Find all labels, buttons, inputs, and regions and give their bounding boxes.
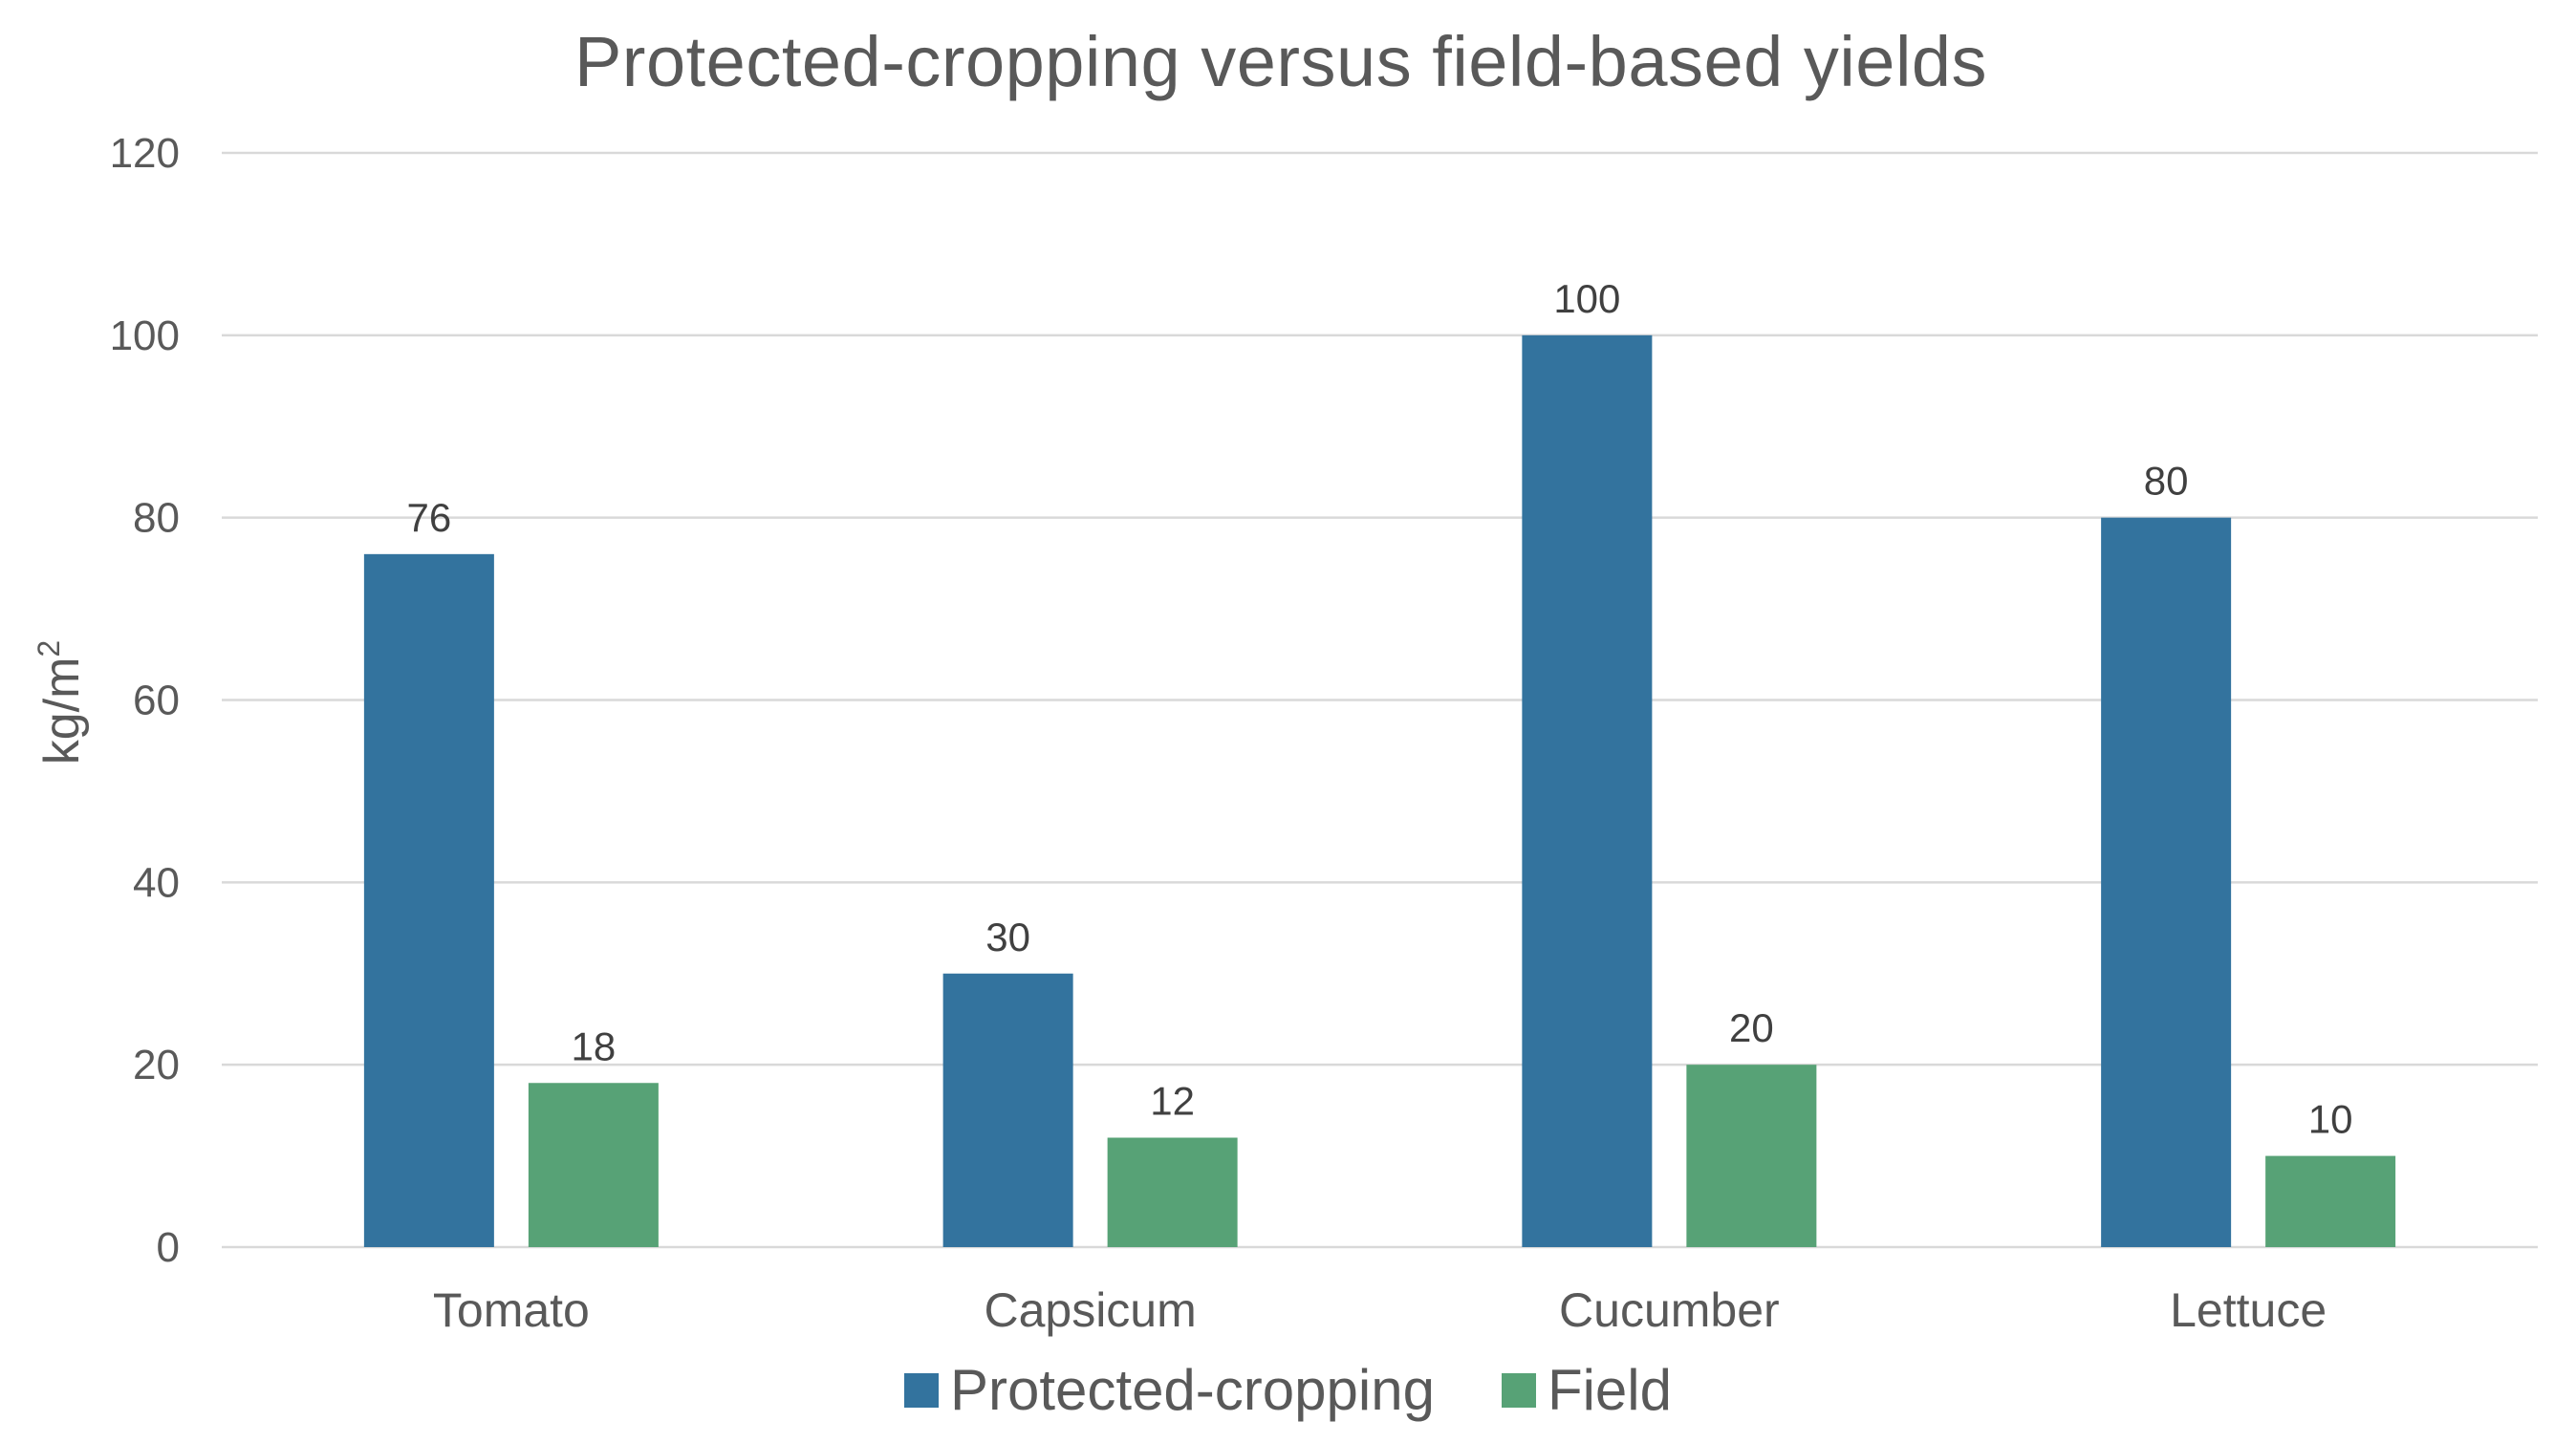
legend-item-protected-cropping: Protected-cropping — [903, 1357, 1435, 1423]
y-tick-label-60: 60 — [133, 678, 180, 724]
data-label-protected-cropping-tomato: 76 — [407, 495, 452, 540]
x-category-label-lettuce: Lettuce — [2170, 1283, 2327, 1337]
y-tick-label-20: 20 — [133, 1042, 180, 1088]
bar-field-tomato — [528, 1083, 659, 1247]
y-axis-ticks: 0 20 40 60 80 100 120 — [110, 130, 180, 1271]
y-axis-title: kg/m2 — [32, 640, 90, 765]
bar-field-lettuce — [2265, 1155, 2396, 1247]
y-tick-label-120: 120 — [110, 130, 180, 177]
data-label-protected-cropping-capsicum: 30 — [985, 915, 1030, 959]
legend-label-protected-cropping: Protected-cropping — [949, 1358, 1435, 1422]
legend: Protected-cropping Field — [0, 1357, 2576, 1423]
bar-protected-cropping-tomato — [363, 553, 494, 1247]
bar-protected-cropping-lettuce — [2101, 517, 2232, 1247]
bar-protected-cropping-capsicum — [942, 973, 1073, 1247]
x-category-label-capsicum: Capsicum — [984, 1283, 1196, 1337]
data-label-field-cucumber: 20 — [1729, 1005, 1774, 1050]
x-category-label-tomato: Tomato — [433, 1283, 590, 1337]
y-tick-label-100: 100 — [110, 312, 180, 359]
legend-label-field: Field — [1547, 1358, 1672, 1422]
x-category-label-cucumber: Cucumber — [1559, 1283, 1780, 1337]
bar-field-capsicum — [1107, 1137, 1238, 1247]
chart-title: Protected-cropping versus field-based yi… — [574, 22, 1988, 101]
bar-field-cucumber — [1686, 1065, 1817, 1247]
data-label-field-tomato: 18 — [572, 1023, 617, 1068]
legend-swatch-protected-cropping — [903, 1372, 939, 1408]
y-tick-label-80: 80 — [133, 495, 180, 542]
data-label-protected-cropping-lettuce: 80 — [2144, 459, 2189, 504]
bars — [363, 334, 2396, 1247]
data-label-field-capsicum: 12 — [1150, 1079, 1195, 1124]
y-tick-label-0: 0 — [157, 1224, 180, 1271]
x-axis-categories: Tomato Capsicum Cucumber Lettuce — [433, 1283, 2327, 1337]
data-label-field-lettuce: 10 — [2308, 1097, 2353, 1142]
data-label-protected-cropping-cucumber: 100 — [1553, 276, 1620, 321]
data-labels: 76 18 30 12 100 20 80 10 — [407, 276, 2353, 1142]
bar-protected-cropping-cucumber — [1522, 334, 1653, 1247]
y-tick-label-40: 40 — [133, 859, 180, 906]
legend-item-field: Field — [1501, 1357, 1672, 1423]
legend-swatch-field — [1501, 1372, 1536, 1408]
